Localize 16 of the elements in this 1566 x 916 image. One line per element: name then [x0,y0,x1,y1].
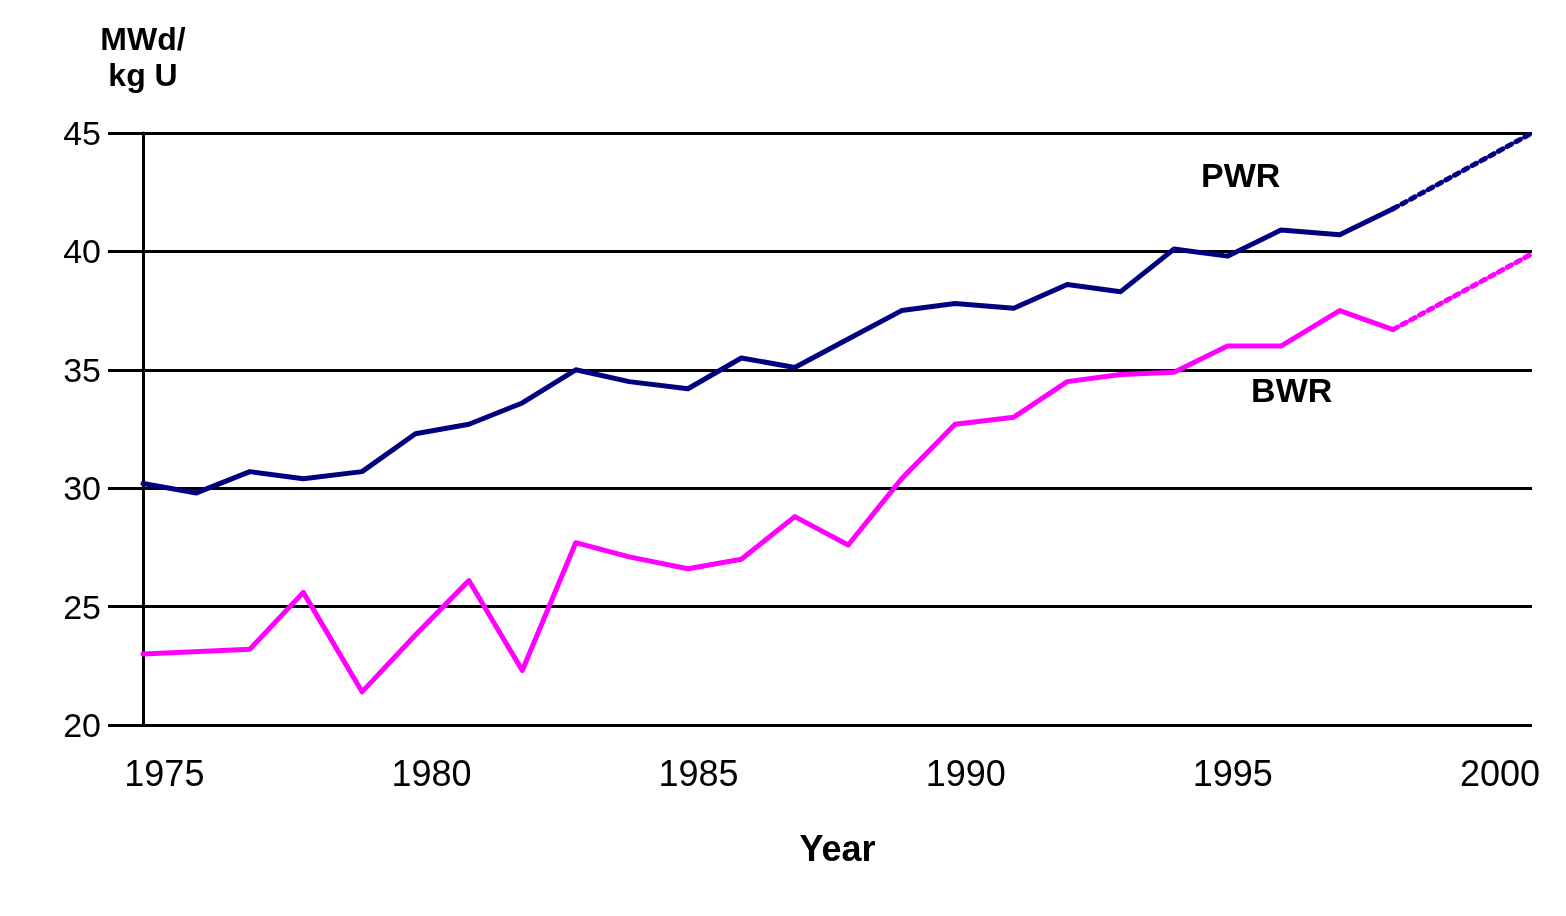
y-tick-label: 40 [63,232,101,271]
y-tick-label: 20 [63,706,101,744]
x-axis-title: Year [799,827,876,869]
x-tick-label: 1985 [658,752,739,794]
y-axis-title: MWd/ kg U [100,21,186,93]
y-tick-label: 45 [63,114,101,152]
x-tick-label: 1980 [391,752,472,794]
y-tick-label: 25 [63,587,101,626]
series-label: PWR [1201,155,1281,194]
x-tick-label: 1990 [925,752,1006,794]
x-tick-label: 2000 [1459,752,1540,794]
series-label: BWR [1251,370,1333,409]
y-tick-label: 30 [63,469,101,508]
x-tick-label: 1975 [124,752,205,794]
x-tick-label: 1995 [1192,752,1273,794]
y-tick-label: 35 [63,350,101,389]
